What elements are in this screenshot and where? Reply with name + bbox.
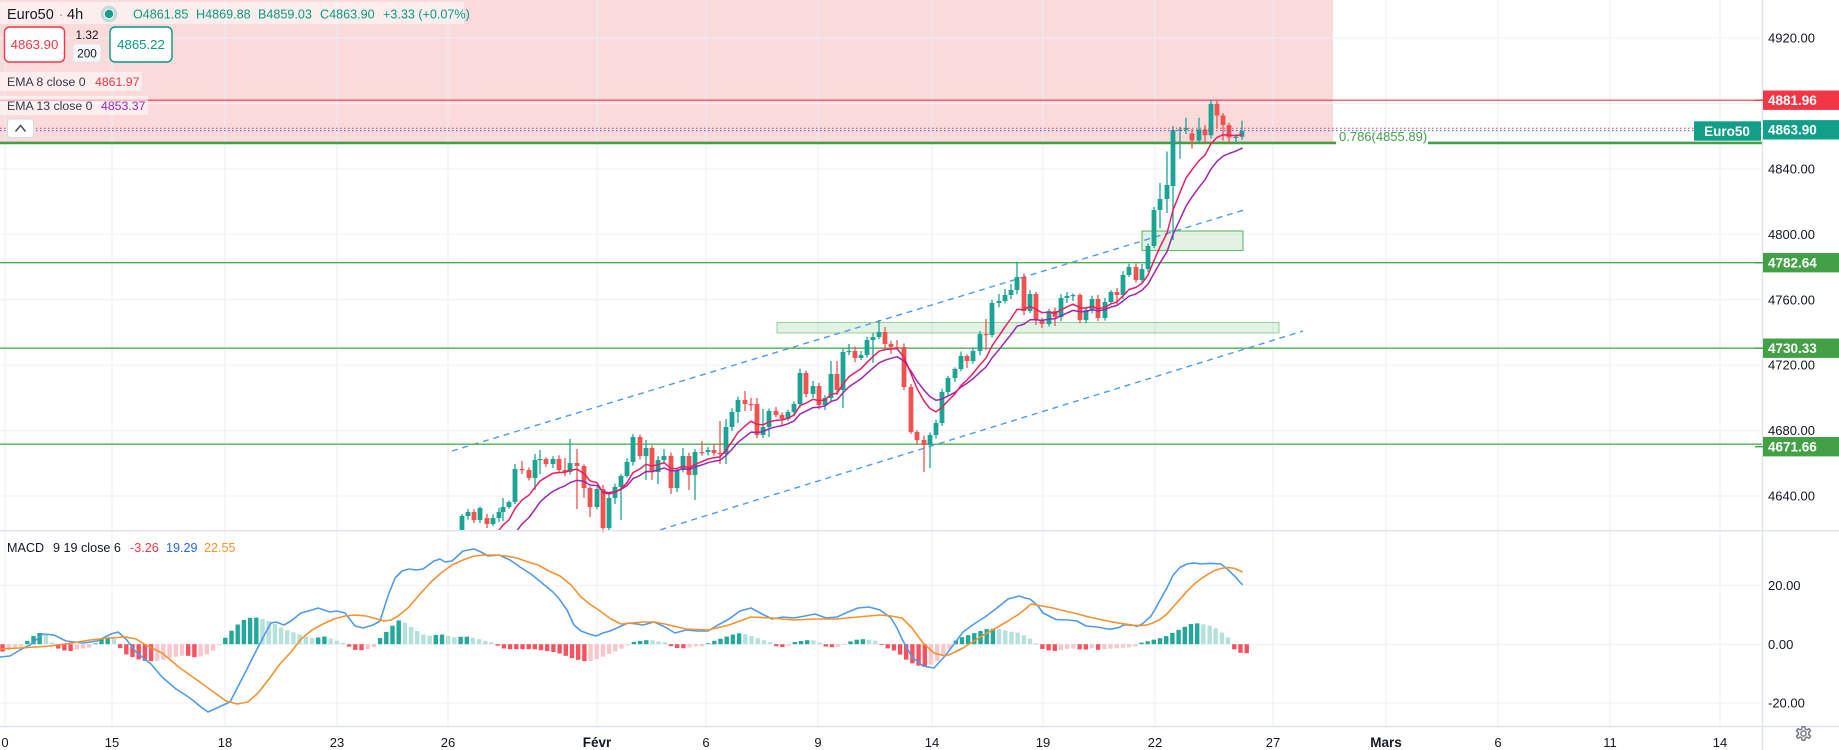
svg-text:-3.26: -3.26	[130, 541, 159, 555]
svg-text:Févr: Févr	[583, 735, 612, 750]
svg-text:19: 19	[1036, 735, 1050, 750]
svg-text:9: 9	[814, 735, 821, 750]
svg-text:O4861.85: O4861.85	[133, 8, 188, 22]
svg-text:23: 23	[330, 735, 344, 750]
svg-text:6: 6	[1494, 735, 1501, 750]
svg-text:4853.37: 4853.37	[101, 99, 146, 113]
svg-text:MACD: MACD	[7, 541, 44, 555]
svg-text:20.00: 20.00	[1768, 578, 1801, 593]
svg-text:+3.33 (+0.07%): +3.33 (+0.07%)	[383, 8, 470, 22]
svg-text:4h: 4h	[67, 7, 83, 23]
svg-text:22: 22	[1148, 735, 1162, 750]
svg-text:4671.66: 4671.66	[1768, 440, 1817, 455]
svg-text:·: ·	[59, 7, 63, 22]
svg-text:4865.22: 4865.22	[117, 37, 165, 52]
svg-text:4720.00: 4720.00	[1768, 358, 1815, 373]
svg-text:15: 15	[105, 735, 119, 750]
svg-text:0.786(4855.89): 0.786(4855.89)	[1339, 129, 1427, 144]
svg-text:B4859.03: B4859.03	[258, 8, 312, 22]
svg-text:0.00: 0.00	[1768, 637, 1793, 652]
svg-text:6: 6	[702, 735, 709, 750]
svg-text:9 19 close 6: 9 19 close 6	[53, 541, 121, 555]
svg-text:-20.00: -20.00	[1768, 696, 1805, 711]
svg-text:H4869.88: H4869.88	[196, 8, 251, 22]
svg-text:4863.90: 4863.90	[11, 37, 59, 52]
svg-text:0: 0	[1, 735, 8, 750]
svg-text:14: 14	[925, 735, 939, 750]
svg-text:22.55: 22.55	[204, 541, 236, 555]
svg-text:14: 14	[1713, 735, 1727, 750]
svg-text:18: 18	[218, 735, 232, 750]
svg-text:4863.90: 4863.90	[1768, 123, 1817, 138]
svg-text:27: 27	[1266, 735, 1280, 750]
svg-text:EMA 8 close 0: EMA 8 close 0	[7, 75, 86, 89]
svg-text:26: 26	[441, 735, 455, 750]
svg-text:4920.00: 4920.00	[1768, 31, 1815, 46]
svg-text:C4863.90: C4863.90	[320, 8, 375, 22]
svg-text:EMA 13 close 0: EMA 13 close 0	[7, 99, 93, 113]
svg-text:4782.64: 4782.64	[1768, 255, 1817, 270]
svg-text:1.32: 1.32	[76, 28, 99, 42]
svg-text:Euro50: Euro50	[1704, 124, 1750, 139]
svg-text:4680.00: 4680.00	[1768, 423, 1815, 438]
svg-text:4640.00: 4640.00	[1768, 489, 1815, 504]
svg-text:Euro50: Euro50	[7, 7, 54, 23]
svg-text:4730.33: 4730.33	[1768, 341, 1817, 356]
svg-text:4840.00: 4840.00	[1768, 161, 1815, 176]
svg-text:4760.00: 4760.00	[1768, 292, 1815, 307]
svg-text:Mars: Mars	[1370, 735, 1402, 750]
svg-text:4800.00: 4800.00	[1768, 227, 1815, 242]
svg-text:11: 11	[1603, 735, 1617, 750]
svg-text:4861.97: 4861.97	[95, 75, 140, 89]
svg-text:19.29: 19.29	[166, 541, 198, 555]
svg-text:4881.96: 4881.96	[1768, 93, 1817, 108]
svg-text:200: 200	[77, 47, 97, 61]
